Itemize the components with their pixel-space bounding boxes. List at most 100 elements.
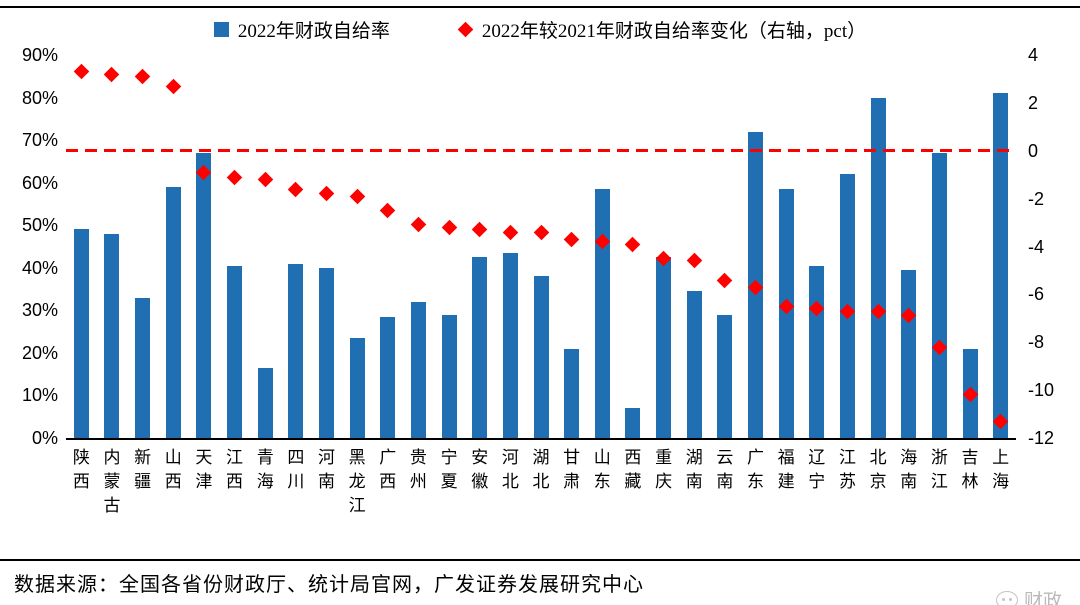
x-axis-label-char: 南	[317, 472, 335, 491]
x-axis-label-char: 安	[471, 448, 489, 467]
x-axis-label-char: 甘	[563, 448, 581, 467]
x-axis-label: 河北	[500, 446, 520, 494]
bar	[656, 257, 672, 438]
x-axis-label: 云南	[715, 446, 735, 494]
left-axis-tick: 80%	[21, 87, 58, 108]
x-axis-label: 安徽	[470, 446, 490, 494]
x-axis-label: 湖北	[531, 446, 551, 494]
right-axis-tick: 0	[1028, 140, 1039, 161]
x-axis-label-char: 湖	[532, 448, 550, 467]
x-axis-label: 海南	[899, 446, 919, 494]
x-axis-label-char: 重	[655, 448, 673, 467]
x-axis-label-char: 庆	[655, 472, 673, 491]
x-axis-label-char: 海	[992, 472, 1010, 491]
x-axis-label: 浙江	[929, 446, 949, 494]
x-axis-label-char: 蒙	[103, 472, 121, 491]
x-axis-label-char: 南	[900, 472, 918, 491]
x-axis-label-char: 南	[685, 472, 703, 491]
x-axis-label-char: 广	[379, 448, 397, 467]
x-axis-label: 四川	[286, 446, 306, 494]
x-axis-label-char: 南	[716, 472, 734, 491]
x-axis-label: 西藏	[623, 446, 643, 494]
bar	[349, 337, 365, 438]
bar	[318, 267, 334, 438]
x-axis-label-char: 川	[287, 472, 305, 491]
diamond	[104, 66, 120, 82]
bar	[533, 276, 549, 438]
bar	[410, 301, 426, 438]
diamond	[226, 169, 243, 185]
x-axis-label-char: 湖	[685, 448, 703, 467]
x-axis-label: 江苏	[837, 446, 857, 494]
x-axis-label: 福建	[776, 446, 796, 494]
x-axis-label-char: 辽	[808, 448, 826, 467]
x-axis-label: 内蒙古	[102, 446, 122, 518]
diamond	[349, 188, 365, 204]
diamond	[379, 202, 396, 219]
x-axis-label-char: 新	[134, 448, 152, 467]
diamond	[318, 186, 335, 202]
x-axis-label-char: 海	[900, 448, 918, 467]
x-axis-label: 北京	[868, 446, 888, 494]
bar	[870, 97, 886, 438]
x-axis-label-char: 夏	[440, 472, 458, 491]
bar	[135, 297, 151, 438]
x-axis-label-char: 江	[226, 448, 244, 467]
x-axis-label-char: 北	[501, 472, 519, 491]
bar	[993, 93, 1009, 438]
bar	[73, 229, 89, 438]
x-axis-label: 青海	[255, 446, 275, 494]
right-axis-tick: -4	[1028, 236, 1045, 257]
x-axis-label-char: 东	[593, 472, 611, 491]
bar	[104, 233, 120, 438]
x-axis-label-char: 西	[624, 448, 642, 467]
right-axis-tick: 2	[1028, 92, 1039, 113]
x-axis-label-char: 藏	[624, 472, 642, 491]
x-axis-label: 河南	[316, 446, 336, 494]
diamond	[134, 68, 151, 85]
legend-item-bars: 2022年财政自给率	[213, 16, 390, 43]
x-axis-label-char: 贵	[409, 448, 427, 467]
left-axis-tick: 30%	[21, 300, 58, 321]
bar	[380, 316, 396, 438]
bar	[441, 314, 457, 438]
bar	[625, 408, 641, 438]
x-axis-label-char: 内	[103, 448, 121, 467]
x-axis-label-char: 吉	[961, 448, 979, 467]
diamond	[165, 78, 182, 94]
x-axis-label: 贵州	[408, 446, 428, 494]
x-axis-label-char: 江	[348, 496, 366, 515]
diamond	[563, 231, 580, 248]
x-axis-line	[66, 438, 1016, 440]
diamond	[625, 236, 641, 252]
bar	[472, 257, 488, 438]
diamond	[686, 253, 702, 269]
bar	[165, 186, 181, 438]
x-axis-label: 吉林	[960, 446, 980, 494]
right-axis-tick: -2	[1028, 188, 1045, 209]
x-axis-label-char: 四	[287, 448, 305, 467]
x-axis-label: 山西	[163, 446, 183, 494]
diamond	[502, 224, 519, 240]
x-axis-label: 天津	[194, 446, 214, 494]
x-axis-label-char: 江	[930, 472, 948, 491]
left-axis-tick: 10%	[21, 385, 58, 406]
diamond	[288, 181, 304, 197]
x-axis-label-char: 云	[716, 448, 734, 467]
diamond	[257, 171, 273, 188]
watermark: 财政	[995, 586, 1062, 605]
right-axis-tick: -8	[1028, 332, 1045, 353]
left-axis-tick: 0%	[31, 428, 58, 448]
bar	[594, 189, 610, 438]
bar	[502, 252, 518, 438]
right-axis-tick: 4	[1028, 45, 1039, 65]
diamond	[410, 217, 427, 233]
x-axis-label-char: 上	[992, 448, 1010, 467]
x-axis-label-char: 海	[256, 472, 274, 491]
legend-label-bars: 2022年财政自给率	[237, 21, 390, 42]
bar	[196, 152, 212, 438]
zero-reference-line	[66, 149, 1016, 153]
x-axis-label-char: 北	[532, 472, 550, 491]
